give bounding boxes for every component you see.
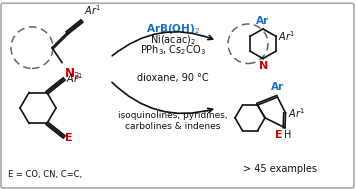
- Text: N: N: [260, 60, 269, 70]
- Text: Ni(acac)$_2$: Ni(acac)$_2$: [150, 33, 196, 47]
- Text: PPh$_3$, Cs$_2$CO$_3$: PPh$_3$, Cs$_2$CO$_3$: [140, 43, 206, 57]
- Text: Ar: Ar: [256, 16, 269, 26]
- Text: > 45 examples: > 45 examples: [243, 164, 317, 174]
- Text: carbolines & indenes: carbolines & indenes: [125, 122, 221, 131]
- FancyArrowPatch shape: [112, 82, 213, 113]
- Text: isoquinolines, pyridines,: isoquinolines, pyridines,: [118, 111, 228, 120]
- Text: ArB(OH)$_2$: ArB(OH)$_2$: [146, 22, 200, 36]
- Text: dioxane, 90 °C: dioxane, 90 °C: [137, 73, 209, 83]
- FancyArrowPatch shape: [112, 32, 213, 56]
- Text: E: E: [65, 133, 73, 143]
- Text: N$_3$: N$_3$: [64, 67, 80, 82]
- Text: H: H: [284, 130, 291, 140]
- Text: Ar$^1$: Ar$^1$: [84, 3, 101, 17]
- Text: Ar$^1$: Ar$^1$: [278, 29, 295, 43]
- Text: Ar: Ar: [271, 82, 284, 92]
- Text: Ar$^1$: Ar$^1$: [66, 71, 83, 85]
- Text: E: E: [276, 130, 283, 140]
- Text: Ar$^1$: Ar$^1$: [288, 106, 304, 120]
- FancyBboxPatch shape: [1, 3, 354, 188]
- Text: E = CO, CN, C=C,: E = CO, CN, C=C,: [8, 170, 82, 179]
